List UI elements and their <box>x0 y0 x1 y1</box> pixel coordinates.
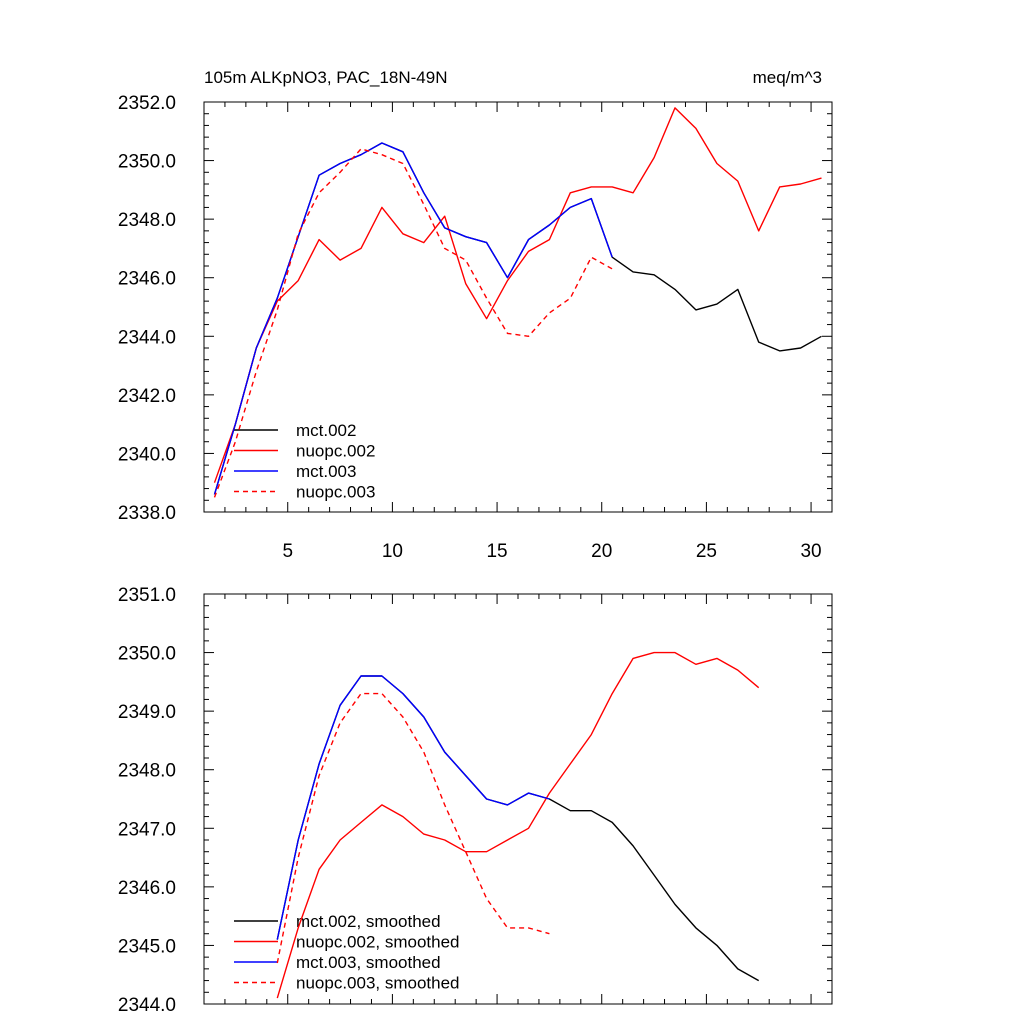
chart-units: meq/m^3 <box>753 68 822 87</box>
series-line-2 <box>276 651 760 999</box>
x-tick-label: 15 <box>486 541 507 562</box>
bottom-panel: 2344.0 2345.0 2346.0 2347.0 2348.0 2349.0 2350… <box>118 585 833 1016</box>
x-tick-label: 30 <box>800 541 821 562</box>
series-line-3 <box>276 675 550 940</box>
series-line-4 <box>213 148 613 498</box>
x-tick-label: 20 <box>591 541 612 562</box>
y-tick-label: 2338.0 <box>118 503 176 524</box>
y-tick-label: 2351.0 <box>118 585 176 606</box>
y-tick-label: 2348.0 <box>118 761 176 782</box>
y-tick-label: 2340.0 <box>118 444 176 465</box>
top-panel: 5 10 15 20 25 30 2338.0 2340.0 2342.0 2344.0 2346.… <box>118 93 833 562</box>
y-tick-label: 2345.0 <box>118 936 176 957</box>
legend-label: mct.003 <box>296 462 356 481</box>
legend-label: mct.003, smoothed <box>296 953 441 972</box>
series-line-3 <box>213 142 613 495</box>
legend-label: mct.002, smoothed <box>296 912 441 931</box>
y-tick-label: 2350.0 <box>118 644 176 665</box>
x-tick-label: 5 <box>282 541 293 562</box>
legend-label: nuopc.003 <box>296 483 375 502</box>
y-tick-label: 2346.0 <box>118 269 176 290</box>
y-tick-label: 2347.0 <box>118 819 176 840</box>
legend-label: nuopc.002, smoothed <box>296 933 460 952</box>
y-tick-label: 2349.0 <box>118 702 176 723</box>
legend-label: nuopc.002 <box>296 442 375 461</box>
legend-label: nuopc.003, smoothed <box>296 974 460 993</box>
x-tick-label: 10 <box>382 541 403 562</box>
chart-title: 105m ALKpNO3, PAC_18N-49N <box>204 68 447 87</box>
y-tick-label: 2350.0 <box>118 152 176 173</box>
y-tick-label: 2348.0 <box>118 210 176 231</box>
y-tick-label: 2346.0 <box>118 878 176 899</box>
x-tick-label: 25 <box>696 541 717 562</box>
y-tick-label: 2342.0 <box>118 386 176 407</box>
y-tick-label: 2344.0 <box>118 327 176 348</box>
y-tick-label: 2344.0 <box>118 995 176 1016</box>
legend-label: mct.002 <box>296 421 356 440</box>
series-line-4 <box>276 692 550 964</box>
y-tick-label: 2352.0 <box>118 93 176 114</box>
series-line-2 <box>213 107 822 483</box>
